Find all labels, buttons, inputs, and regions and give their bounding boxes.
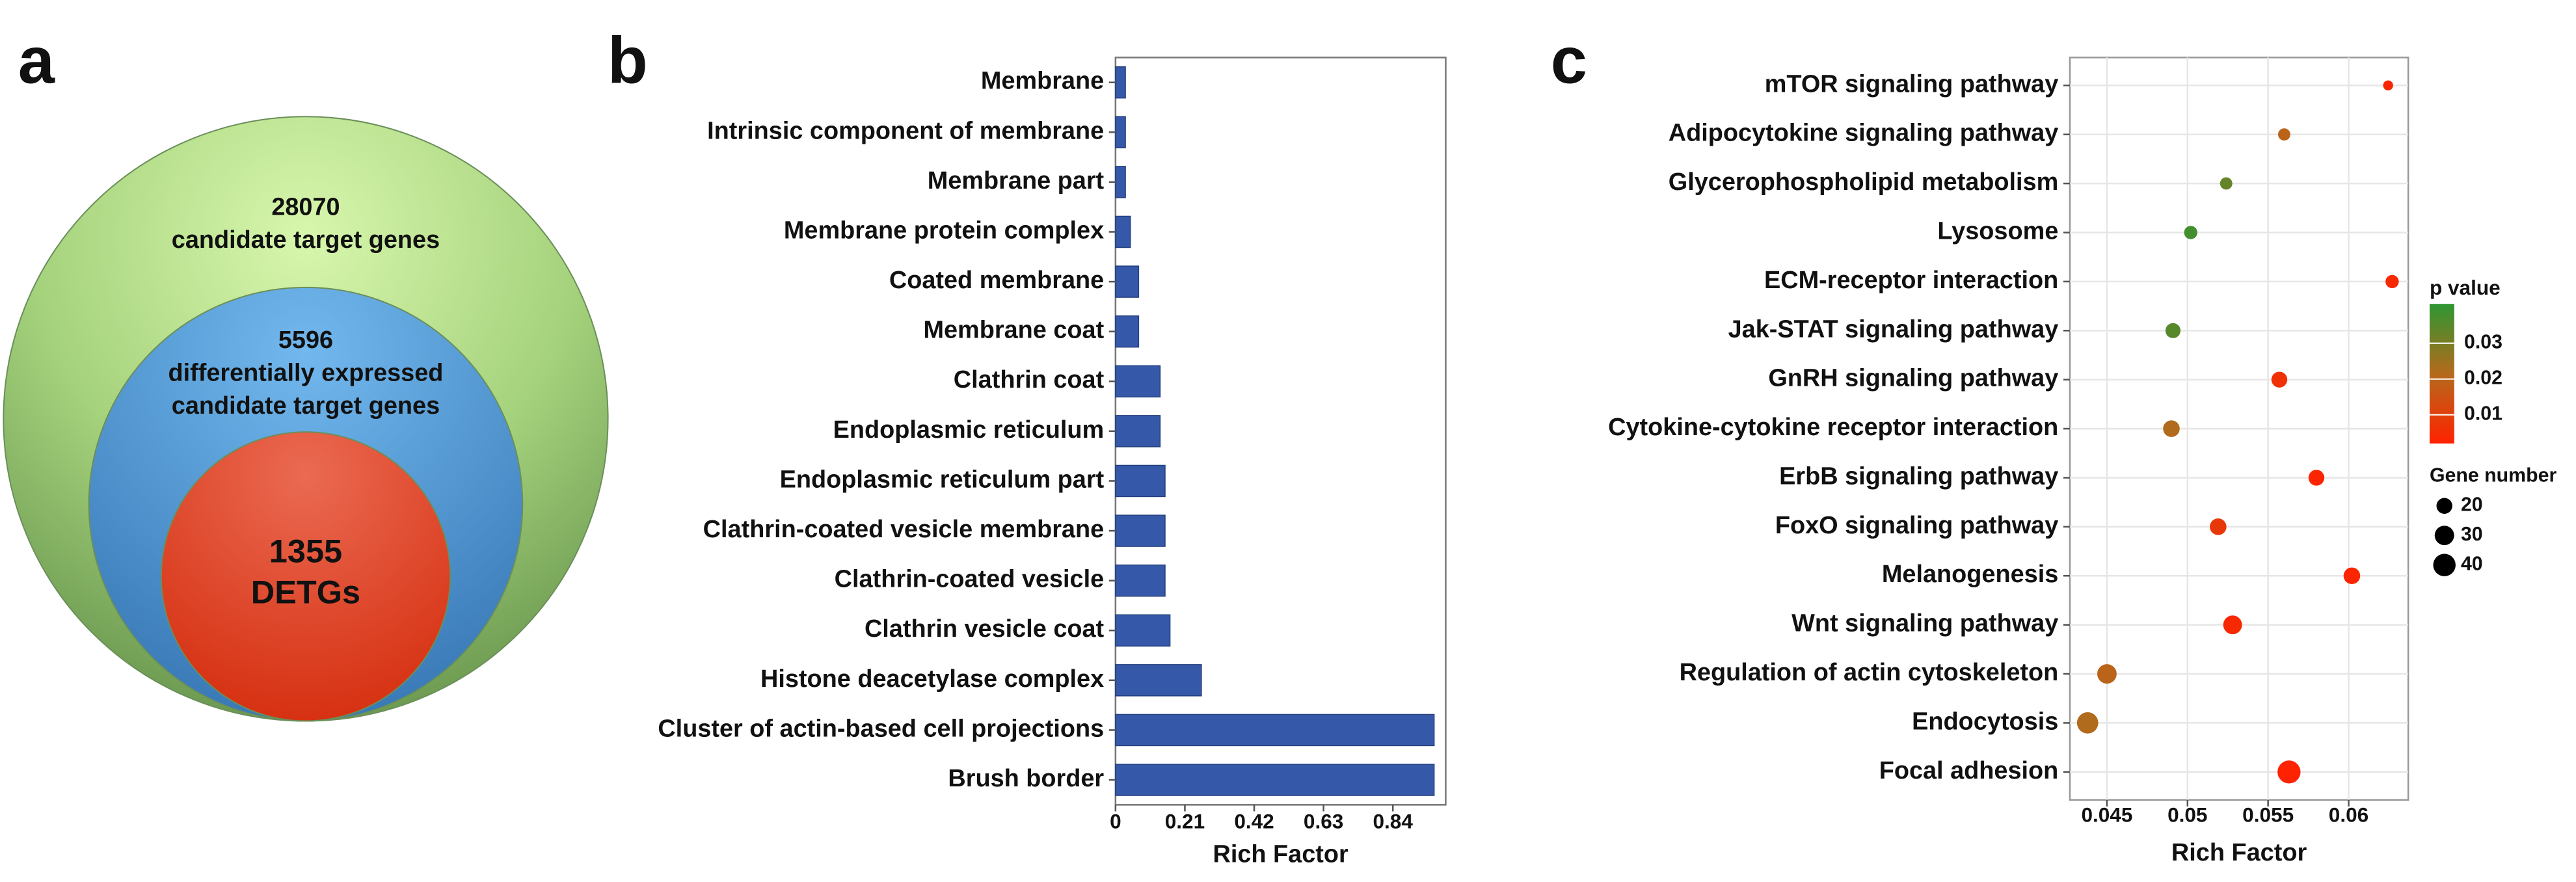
set-circle (160, 431, 451, 722)
y-tick-label: Jak-STAT signaling pathway (1728, 315, 2059, 343)
y-tick-label: Focal adhesion (1879, 757, 2059, 784)
bar (1115, 215, 1131, 248)
x-tick-label: 0.05 (2167, 803, 2207, 826)
x-tick-label: 0.42 (1234, 809, 1274, 833)
x-tick-label: 0 (1110, 809, 1121, 833)
size-legend-title: Gene number (2430, 464, 2556, 486)
y-tick-label: Clathrin-coated vesicle membrane (703, 516, 1105, 543)
y-tick-label: Endoplasmic reticulum (833, 416, 1105, 444)
panel-label: a (18, 25, 55, 98)
bar (1115, 415, 1161, 448)
x-axis-label: Rich Factor (2171, 839, 2307, 866)
dot (2308, 470, 2325, 486)
y-tick-label: Membrane protein complex (784, 217, 1104, 244)
dot (2184, 226, 2197, 239)
y-tick-label: mTOR signaling pathway (1765, 70, 2059, 98)
x-tick-label: 0.055 (2242, 803, 2294, 826)
y-tick-label: Glycerophospholipid metabolism (1669, 168, 2059, 196)
bar (1115, 464, 1166, 498)
color-tick-label: 0.01 (2464, 403, 2502, 425)
bar (1115, 564, 1166, 597)
y-tick-label: Histone deacetylase complex (760, 665, 1104, 693)
size-tick-label: 30 (2461, 524, 2483, 545)
bar (1115, 614, 1171, 647)
color-tick-label: 0.02 (2464, 368, 2502, 389)
dot (2220, 177, 2233, 190)
dot (2271, 371, 2288, 388)
set-value: 5596 (278, 327, 333, 354)
bar (1115, 365, 1161, 397)
dot (2165, 323, 2181, 338)
dot (2385, 274, 2399, 289)
size-key (2434, 526, 2454, 546)
set-label: candidate target genes (172, 226, 440, 254)
y-tick-label: Wnt signaling pathway (1791, 610, 2058, 637)
panel-label: b (608, 25, 648, 98)
y-tick-label: FoxO signaling pathway (1775, 512, 2058, 539)
y-tick-label: Lysosome (1937, 217, 2058, 245)
bar (1115, 315, 1140, 348)
dot (2277, 128, 2290, 141)
y-tick-label: Endoplasmic reticulum part (780, 466, 1105, 493)
y-tick-label: ErbB signaling pathway (1779, 462, 2058, 490)
bar (1115, 664, 1202, 697)
y-tick-label: ECM-receptor interaction (1764, 267, 2058, 294)
y-tick-label: Membrane part (928, 167, 1105, 194)
bar (1115, 166, 1126, 198)
dot (2210, 518, 2227, 535)
x-axis-label: Rich Factor (1213, 841, 1349, 868)
set-label: differentially expressed (168, 360, 443, 387)
y-tick-label: Coated membrane (889, 267, 1104, 294)
bar (1115, 714, 1435, 747)
color-tick-label: 0.03 (2464, 332, 2502, 353)
bar (1115, 116, 1126, 149)
x-tick-label: 0.84 (1373, 809, 1414, 833)
x-tick-label: 0.06 (2329, 803, 2368, 826)
dot (2223, 615, 2242, 635)
y-tick-label: Cytokine-cytokine receptor interaction (1608, 414, 2058, 441)
y-tick-label: Cluster of actin-based cell projections (658, 715, 1104, 742)
y-tick-label: Clathrin-coated vesicle (835, 566, 1105, 593)
y-tick-label: Membrane coat (923, 317, 1104, 344)
dot (2383, 80, 2393, 91)
dot (2097, 664, 2117, 684)
set-value: 28070 (271, 194, 340, 221)
bar (1115, 514, 1166, 547)
y-tick-label: Endocytosis (1912, 708, 2058, 735)
x-tick-label: 0.21 (1165, 809, 1205, 833)
y-tick-label: Intrinsic component of membrane (707, 117, 1104, 144)
color-bar (2429, 304, 2454, 444)
set-value: 1355 (269, 532, 342, 569)
y-tick-label: Adipocytokine signaling pathway (1669, 120, 2059, 147)
y-tick-label: Clathrin coat (954, 366, 1105, 394)
size-key (2433, 554, 2456, 576)
bar (1115, 265, 1140, 298)
size-tick-label: 20 (2461, 494, 2483, 516)
size-key (2436, 498, 2452, 514)
y-tick-label: Regulation of actin cytoskeleton (1680, 659, 2059, 686)
bar (1115, 764, 1435, 796)
dot (2076, 712, 2099, 734)
panel-label: c (1551, 25, 1587, 98)
x-tick-label: 0.63 (1304, 809, 1343, 833)
set-label: DETGs (251, 573, 360, 610)
x-tick-label: 0.045 (2081, 803, 2132, 826)
y-tick-label: GnRH signaling pathway (1768, 365, 2058, 392)
color-legend-title: p value (2430, 276, 2501, 299)
dot (2277, 760, 2301, 784)
dot (2343, 567, 2361, 585)
size-tick-label: 40 (2461, 554, 2483, 575)
bar (1115, 66, 1126, 99)
y-tick-label: Melanogenesis (1882, 561, 2058, 588)
dot (2163, 420, 2180, 437)
y-tick-label: Brush border (948, 765, 1104, 792)
y-tick-label: Clathrin vesicle coat (865, 615, 1105, 643)
set-label: candidate target genes (172, 392, 440, 420)
y-tick-label: Membrane (981, 68, 1104, 95)
